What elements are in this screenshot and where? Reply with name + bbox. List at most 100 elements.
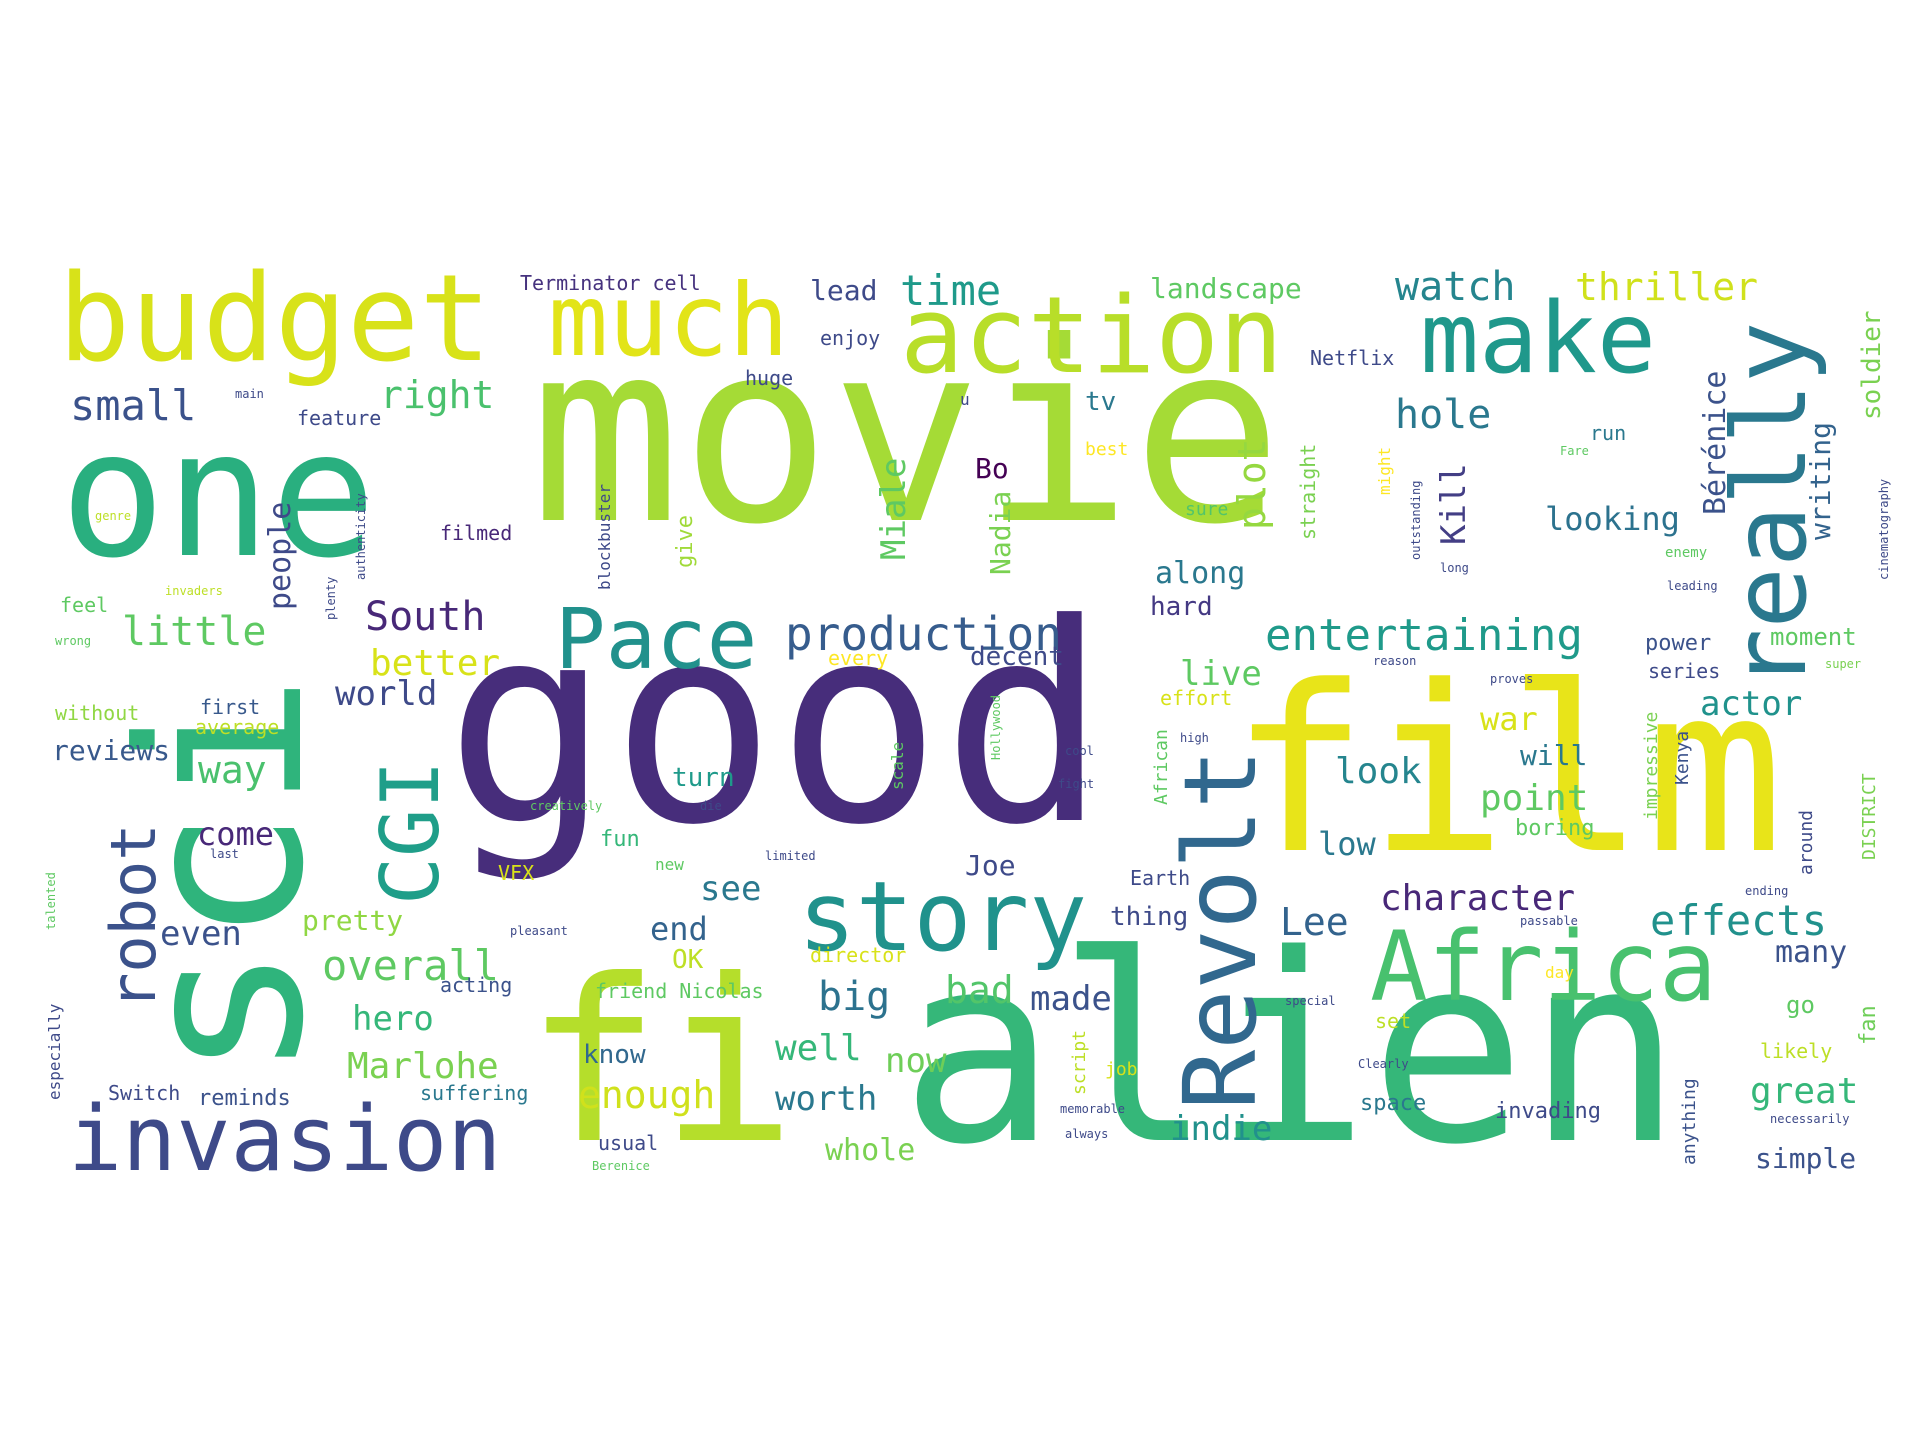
word-fun: fun (600, 827, 640, 852)
word-scale: scale (888, 742, 907, 790)
word-cloud-words: movie good film alien sci fi one budget … (44, 250, 1891, 1202)
word-impressive: impressive (1641, 712, 1662, 820)
word-world: world (335, 674, 437, 714)
word-enjoy: enjoy (820, 326, 880, 350)
word-better: better (370, 643, 500, 684)
word-VFX: VFX (498, 861, 534, 885)
word-script: script (1069, 1030, 1090, 1095)
word-lead: lead (810, 274, 877, 307)
word-writing: writing (1804, 422, 1837, 540)
word-people: people (263, 502, 298, 610)
word-series: series (1648, 659, 1720, 683)
word-might: might (1375, 447, 1394, 495)
word-sci: sci (92, 674, 354, 1080)
word-thing: thing (1110, 902, 1188, 932)
word-look: look (1335, 751, 1422, 792)
word-Nadia: Nadia (984, 491, 1017, 575)
word-DISTRICT: DISTRICT (1859, 773, 1880, 860)
word-Africa: Africa (1370, 911, 1717, 1023)
word-power: power (1645, 631, 1711, 656)
word-action: action (900, 274, 1283, 397)
word-point: point (1480, 778, 1588, 819)
word-high: high (1180, 731, 1209, 745)
word-without: without (55, 701, 139, 725)
word-passable: passable (1520, 914, 1578, 928)
word-bad: bad (945, 968, 1014, 1012)
word-Terminator-cell: Terminator cell (520, 271, 701, 295)
word-big: big (818, 974, 890, 1020)
word-creatively: creatively (530, 799, 602, 813)
word-u: u (960, 390, 970, 409)
word-one: one (60, 394, 376, 597)
word-best: best (1085, 439, 1128, 460)
word-time: time (900, 266, 1001, 315)
word-Lee: Lee (1280, 900, 1349, 944)
word-many: many (1775, 935, 1847, 970)
word-filmed: filmed (440, 521, 512, 545)
word-wrong: wrong (55, 634, 91, 648)
word-fight: fight (1058, 777, 1094, 791)
word-overall: overall (322, 941, 499, 990)
word-Hollywood: Hollywood (989, 695, 1003, 760)
word-reminds: reminds (198, 1086, 291, 1111)
word-job: job (1105, 1059, 1138, 1080)
word-fan: fan (1856, 1005, 1881, 1045)
word-day: day (1545, 963, 1574, 982)
word-authenticity: authenticity (354, 493, 368, 580)
word-Earth: Earth (1130, 866, 1190, 890)
word-indie: indie (1170, 1109, 1272, 1149)
word-CGI: CGI (364, 761, 457, 906)
word-usual: usual (598, 1131, 658, 1155)
word-sure: sure (1185, 499, 1228, 520)
word-give: give (673, 515, 698, 568)
word-feel: feel (60, 593, 108, 617)
word-budget: budget (58, 250, 491, 389)
word-Kill: Kill (1434, 463, 1474, 545)
word-Revolt: Revolt (1162, 749, 1279, 1110)
word-effects: effects (1650, 896, 1827, 945)
word-effort: effort (1160, 686, 1232, 710)
word-outstanding: outstanding (1409, 481, 1423, 560)
word-pleasant: pleasant (510, 924, 568, 938)
word-right: right (380, 373, 494, 417)
word-character: character (1380, 878, 1575, 919)
word-come: come (197, 815, 274, 853)
word-cool: cool (1065, 744, 1094, 758)
word-reviews: reviews (52, 734, 170, 767)
word-know: know (583, 1040, 646, 1070)
word-necessarily: necessarily (1770, 1112, 1849, 1126)
word-low: low (1318, 825, 1377, 863)
word-run: run (1590, 421, 1626, 445)
word-Pace: Pace (555, 590, 757, 688)
word-South: South (365, 594, 485, 640)
word-always: always (1065, 1127, 1108, 1141)
word-film: film (1230, 638, 1784, 905)
word-Marlohe: Marlohe (347, 1046, 499, 1087)
word-moment: moment (1770, 623, 1857, 651)
word-war: war (1480, 700, 1538, 738)
word-hole: hole (1395, 392, 1491, 438)
word-live: live (1180, 654, 1262, 694)
word-hard: hard (1150, 592, 1213, 622)
word-robot: robot (97, 823, 170, 1010)
word-whole: whole (825, 1133, 915, 1168)
word-friend-Nicolas: friend Nicolas (595, 979, 764, 1003)
word-Kenya: Kenya (1672, 731, 1693, 785)
word-enough: enough (578, 1073, 715, 1117)
word-along: along (1155, 556, 1245, 591)
word-made: made (1030, 979, 1112, 1019)
word-feature: feature (297, 406, 381, 430)
word-Joe: Joe (965, 849, 1016, 882)
word-much: much (548, 262, 789, 379)
word-last: last (210, 847, 239, 861)
word-production: production (785, 607, 1062, 661)
word-invaders: invaders (165, 584, 223, 598)
word-proves: proves (1490, 672, 1533, 686)
word-special: special (1285, 994, 1336, 1008)
word-suffering: suffering (420, 1081, 528, 1105)
word-plenty: plenty (324, 577, 338, 620)
word-every: every (828, 646, 888, 670)
word-huge: huge (745, 366, 793, 390)
word-average: average (195, 715, 279, 739)
word-Miale: Miale (874, 458, 914, 560)
